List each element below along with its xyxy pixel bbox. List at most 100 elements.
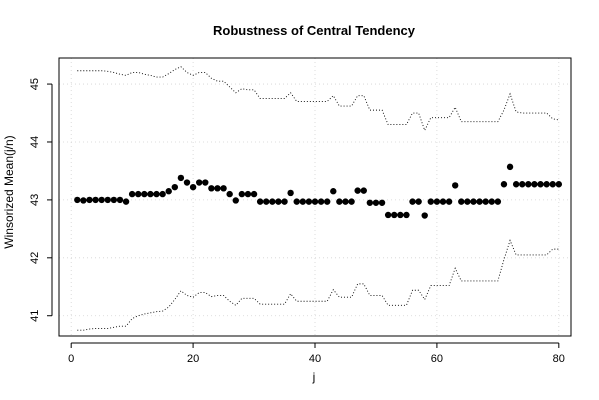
data-point bbox=[250, 190, 258, 198]
x-tick-label: 0 bbox=[68, 353, 74, 365]
data-point bbox=[482, 198, 489, 205]
data-point bbox=[281, 198, 288, 205]
data-point bbox=[269, 198, 276, 205]
data-point bbox=[256, 198, 264, 205]
x-axis: 0 20 40 60 80 bbox=[68, 342, 565, 365]
x-tick-label: 20 bbox=[187, 353, 199, 365]
data-point bbox=[470, 198, 477, 205]
data-point bbox=[202, 179, 209, 186]
data-point bbox=[195, 179, 203, 186]
data-point bbox=[323, 198, 331, 205]
data-point bbox=[165, 188, 172, 195]
data-point bbox=[427, 198, 435, 205]
data-point bbox=[135, 190, 142, 198]
data-point bbox=[537, 181, 544, 188]
data-point bbox=[464, 198, 471, 205]
series-layer bbox=[74, 66, 563, 331]
data-point bbox=[506, 163, 514, 171]
data-point bbox=[415, 198, 422, 205]
data-point bbox=[384, 211, 392, 219]
data-point bbox=[147, 190, 154, 198]
data-point bbox=[330, 188, 337, 195]
data-point bbox=[555, 181, 563, 188]
data-point bbox=[372, 199, 380, 206]
data-point bbox=[232, 197, 239, 204]
data-point bbox=[360, 187, 367, 194]
data-point bbox=[287, 189, 294, 197]
winsorized-mean-series bbox=[74, 163, 563, 219]
x-tick-label: 40 bbox=[309, 353, 321, 365]
data-point bbox=[263, 198, 270, 205]
data-point bbox=[275, 198, 282, 205]
data-point bbox=[354, 187, 361, 194]
x-tick-label: 80 bbox=[553, 353, 565, 365]
data-point bbox=[238, 190, 246, 198]
data-point bbox=[549, 181, 556, 188]
data-point bbox=[226, 190, 233, 198]
data-point bbox=[391, 211, 398, 219]
x-tick-label: 60 bbox=[431, 353, 443, 365]
y-tick-label: 43 bbox=[29, 194, 41, 206]
data-point bbox=[409, 198, 416, 205]
data-point bbox=[439, 198, 447, 205]
data-point bbox=[189, 183, 197, 191]
y-axis: 41 42 43 44 45 bbox=[29, 78, 53, 322]
data-point bbox=[299, 198, 307, 205]
data-point bbox=[421, 212, 428, 219]
data-point bbox=[317, 198, 325, 205]
y-tick-label: 45 bbox=[29, 78, 41, 90]
data-point bbox=[519, 181, 526, 188]
data-point bbox=[433, 198, 441, 205]
plot-frame bbox=[58, 57, 572, 337]
data-point bbox=[171, 183, 179, 191]
data-point bbox=[500, 181, 508, 188]
data-point bbox=[305, 198, 313, 205]
data-point bbox=[512, 181, 520, 188]
data-point bbox=[451, 182, 459, 189]
data-point bbox=[116, 196, 124, 204]
data-point bbox=[525, 181, 532, 188]
data-point bbox=[378, 199, 386, 206]
data-point bbox=[86, 196, 93, 204]
data-point bbox=[98, 196, 105, 204]
y-tick-label: 41 bbox=[29, 310, 41, 322]
lower-bound-line bbox=[77, 239, 559, 331]
data-point bbox=[336, 198, 343, 205]
data-point bbox=[293, 198, 300, 205]
data-point bbox=[104, 196, 111, 204]
data-point bbox=[543, 181, 550, 188]
y-axis-label: Winsorized Mean(j/n) bbox=[2, 135, 16, 248]
data-point bbox=[342, 198, 349, 205]
data-point bbox=[494, 198, 502, 205]
data-point bbox=[311, 198, 319, 205]
data-point bbox=[397, 211, 404, 219]
y-tick-label: 44 bbox=[29, 136, 41, 148]
data-point bbox=[177, 174, 185, 182]
data-point bbox=[214, 185, 221, 192]
data-point bbox=[445, 198, 453, 205]
data-point bbox=[476, 198, 483, 205]
data-point bbox=[458, 198, 465, 205]
data-point bbox=[208, 185, 215, 192]
y-tick-label: 42 bbox=[29, 252, 41, 264]
data-point bbox=[244, 190, 252, 198]
data-point bbox=[183, 179, 191, 186]
x-axis-label: j bbox=[312, 370, 316, 384]
data-point bbox=[531, 181, 538, 188]
data-point bbox=[366, 199, 374, 206]
data-point bbox=[159, 190, 166, 198]
data-point bbox=[141, 190, 148, 198]
data-point bbox=[122, 198, 130, 205]
data-point bbox=[92, 196, 99, 204]
data-point bbox=[488, 198, 495, 205]
data-point bbox=[80, 197, 87, 204]
upper-bound-line bbox=[77, 66, 559, 132]
data-point bbox=[128, 190, 136, 198]
data-point bbox=[110, 196, 118, 204]
grid bbox=[59, 58, 571, 336]
chart-title: Robustness of Central Tendency bbox=[213, 23, 416, 38]
data-point bbox=[348, 198, 355, 205]
data-point bbox=[220, 185, 227, 192]
data-point bbox=[403, 211, 410, 219]
